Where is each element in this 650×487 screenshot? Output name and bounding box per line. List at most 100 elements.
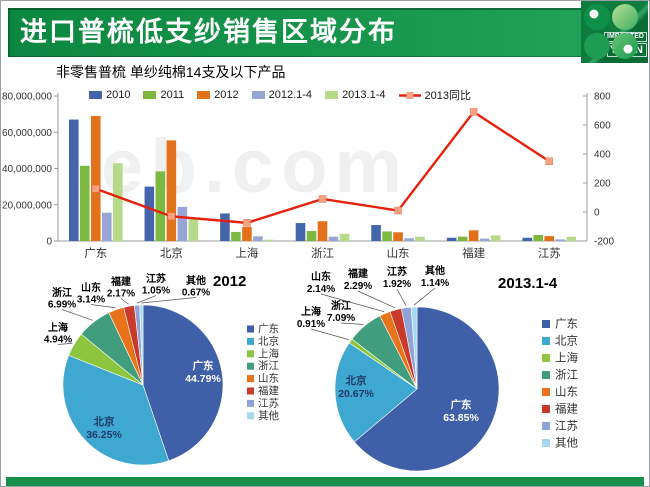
bar — [371, 225, 381, 241]
legend-swatch — [251, 91, 265, 99]
pie-outer-label: 江苏 — [387, 265, 407, 278]
legend-swatch — [197, 91, 211, 99]
pie-leader-line — [357, 290, 396, 309]
bar — [90, 115, 101, 241]
pie-outer-value: 7.09% — [327, 313, 355, 324]
pie-leader-line — [413, 287, 436, 306]
legend-label: 2012 — [214, 89, 239, 101]
pie1-title: 2012 — [213, 273, 247, 290]
bar-chart-legend: 2010 2011 2012 2012.1-4 2013.1-4 2013同比 — [89, 87, 471, 103]
pie-leader-line — [310, 328, 350, 341]
left-axis-tick-label: 20,000,000 — [2, 200, 52, 211]
bar — [295, 223, 306, 241]
legend-label: 2013.1-4 — [342, 89, 386, 101]
left-axis-tick-label: 80,000,000 — [2, 92, 52, 103]
bar — [220, 213, 230, 241]
legend-item-2013.1-4: 2013.1-4 — [325, 89, 386, 101]
pie-legend-label: 其他 — [258, 409, 279, 422]
pie-outer-value: 0.91% — [297, 319, 325, 330]
pie-legend-label: 福建 — [258, 384, 279, 397]
pie-legend-label: 北京 — [258, 334, 279, 347]
pie-slice-其他 — [139, 304, 144, 386]
pie-legend-swatch — [247, 412, 254, 420]
pie-outer-value: 1.14% — [421, 278, 449, 289]
pie-legend-label: 广东 — [555, 318, 578, 331]
pie-inner-value: 63.85% — [443, 412, 479, 424]
pie-slice-北京 — [62, 354, 170, 466]
pie-outer-value: 4.94% — [44, 335, 72, 346]
pie-legend-swatch — [542, 422, 550, 430]
pie-legend-swatch — [247, 350, 254, 358]
pie-legend-swatch — [247, 399, 254, 407]
pie-outer-value: 2.17% — [107, 289, 135, 300]
legend-label: 2011 — [160, 89, 185, 101]
pie-outer-label: 山东 — [311, 270, 331, 283]
bar — [457, 236, 468, 241]
imported-yarn-logo: IMPORTED YARN — [581, 1, 648, 63]
pie-legend-label: 山东 — [258, 372, 279, 385]
right-axis-tick-label: 200 — [594, 179, 611, 190]
legend-line-swatch — [398, 91, 421, 99]
bar — [393, 232, 403, 241]
title-bar: 进口普梳低支纱销售区域分布 — [8, 8, 586, 57]
legend-label: 2013同比 — [424, 90, 471, 102]
bar-series-2010 — [68, 119, 533, 241]
legend-item-2011: 2011 — [143, 89, 184, 101]
pie-leader-line — [61, 309, 93, 321]
pie-legend-swatch — [542, 388, 550, 396]
bar — [382, 231, 392, 241]
pie-outer-label: 其他 — [425, 264, 445, 277]
bar — [79, 165, 90, 241]
bar — [566, 236, 577, 241]
pie-legend-label: 江苏 — [555, 420, 578, 433]
pie2-title: 2013.1-4 — [498, 275, 558, 292]
pie-legend-label: 上海 — [258, 347, 279, 360]
legend-marker — [406, 91, 413, 99]
bar — [68, 119, 79, 241]
pie-legend-swatch — [247, 387, 254, 395]
line-series-2013同比 — [92, 108, 553, 227]
pie-legend-swatch — [542, 354, 550, 362]
pie-outer-label: 江苏 — [146, 272, 166, 285]
pie-outer-label: 福建 — [110, 275, 132, 288]
bar — [555, 239, 566, 241]
pie-outer-label: 山东 — [81, 281, 101, 294]
pie-legend-swatch — [247, 362, 254, 370]
bar — [415, 236, 425, 241]
category-label: 江苏 — [538, 247, 561, 260]
left-axis-tick-label: 0 — [46, 237, 52, 248]
pie-legend-swatch — [542, 320, 550, 328]
right-axis-tick-label: 0 — [594, 208, 600, 219]
category-label: 福建 — [462, 246, 485, 260]
bar-line-chart: 0 20,000,000 40,000,000 60,000,000 80,000,00… — [2, 92, 615, 261]
pie-legend-label: 浙江 — [555, 369, 578, 382]
bar — [231, 231, 241, 241]
category-label: 上海 — [235, 246, 258, 260]
pie-outer-value: 2.29% — [344, 281, 372, 292]
pie-legend-swatch — [542, 439, 550, 447]
pie-legend-swatch — [247, 325, 254, 333]
pie-charts: 广东44.79%北京36.25%上海4.94%浙江6.99%山东3.14%福建2… — [44, 264, 578, 472]
pie-inner-value: 44.79% — [185, 373, 221, 385]
pie-outer-label: 浙江 — [52, 286, 72, 299]
pie-legend-swatch — [247, 375, 254, 383]
bar — [166, 140, 177, 241]
bar — [306, 231, 317, 241]
bar — [490, 235, 501, 241]
legend-swatch — [325, 91, 339, 99]
legend-label: 2010 — [106, 89, 131, 101]
bar — [533, 235, 544, 241]
pie-inner-label: 北京 — [94, 415, 115, 428]
bar — [479, 238, 490, 241]
pie-legend-label: 北京 — [555, 334, 578, 348]
pie-leader-line — [141, 297, 197, 304]
pie-legend-label: 上海 — [555, 351, 578, 365]
category-label: 山东 — [387, 247, 410, 260]
pie-inner-label: 广东 — [193, 359, 214, 372]
pie-legend-label: 浙江 — [258, 360, 279, 372]
line-marker — [167, 212, 176, 221]
bar — [317, 221, 328, 241]
pie-leader-line — [90, 304, 116, 309]
legend-item-2012: 2012 — [197, 89, 239, 101]
pie-inner-value: 36.25% — [86, 429, 122, 441]
